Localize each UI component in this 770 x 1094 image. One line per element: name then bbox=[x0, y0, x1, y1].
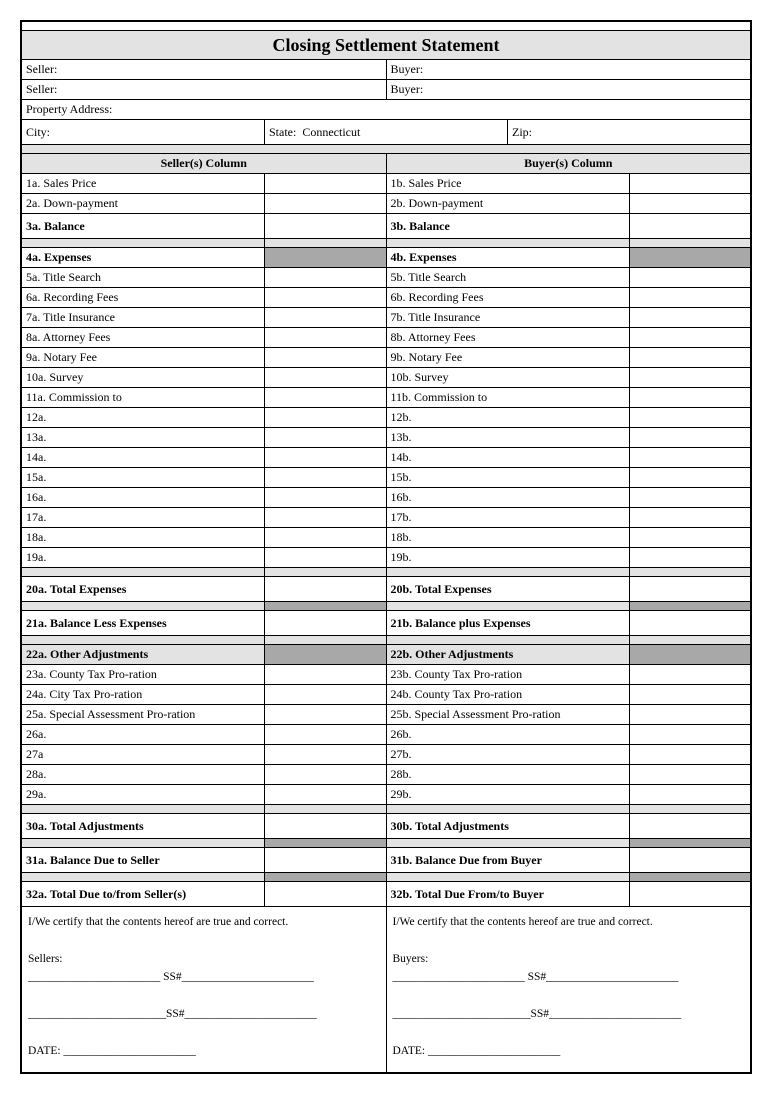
r32b: 32b. Total Due From/to Buyer bbox=[386, 882, 629, 907]
buyer1-label: Buyer: bbox=[386, 60, 751, 80]
closing-statement-form: Closing Settlement Statement Seller: Buy… bbox=[20, 20, 752, 1074]
r5a: 5a. Title Search bbox=[22, 268, 265, 288]
r23a: 23a. County Tax Pro-ration bbox=[22, 665, 265, 685]
r18a: 18a. bbox=[22, 528, 265, 548]
r17b: 17b. bbox=[386, 508, 629, 528]
r13a: 13a. bbox=[22, 428, 265, 448]
buyer2-label: Buyer: bbox=[386, 80, 751, 100]
r25b: 25b. Special Assessment Pro-ration bbox=[386, 705, 629, 725]
seller-certify: I/We certify that the contents hereof ar… bbox=[22, 907, 387, 1073]
r11b: 11b. Commission to bbox=[386, 388, 629, 408]
r10b: 10b. Survey bbox=[386, 368, 629, 388]
r2a: 2a. Down-payment bbox=[22, 194, 265, 214]
r8a: 8a. Attorney Fees bbox=[22, 328, 265, 348]
r19a: 19a. bbox=[22, 548, 265, 568]
buyer-certify: I/We certify that the contents hereof ar… bbox=[386, 907, 751, 1073]
r6b: 6b. Recording Fees bbox=[386, 288, 629, 308]
r21b: 21b. Balance plus Expenses bbox=[386, 611, 629, 636]
r9b: 9b. Notary Fee bbox=[386, 348, 629, 368]
r20b: 20b. Total Expenses bbox=[386, 577, 629, 602]
r32a: 32a. Total Due to/from Seller(s) bbox=[22, 882, 265, 907]
r26a: 26a. bbox=[22, 725, 265, 745]
r12a: 12a. bbox=[22, 408, 265, 428]
r20a: 20a. Total Expenses bbox=[22, 577, 265, 602]
form-title: Closing Settlement Statement bbox=[22, 31, 751, 60]
city-label: City: bbox=[22, 120, 265, 145]
r24b: 24b. County Tax Pro-ration bbox=[386, 685, 629, 705]
r3b: 3b. Balance bbox=[386, 214, 629, 239]
r31a: 31a. Balance Due to Seller bbox=[22, 848, 265, 873]
r1b: 1b. Sales Price bbox=[386, 174, 629, 194]
r14a: 14a. bbox=[22, 448, 265, 468]
zip-label: Zip: bbox=[508, 120, 751, 145]
r25a: 25a. Special Assessment Pro-ration bbox=[22, 705, 265, 725]
r19b: 19b. bbox=[386, 548, 629, 568]
r11a: 11a. Commission to bbox=[22, 388, 265, 408]
r16b: 16b. bbox=[386, 488, 629, 508]
r7a: 7a. Title Insurance bbox=[22, 308, 265, 328]
state-cell: State: Connecticut bbox=[265, 120, 508, 145]
r16a: 16a. bbox=[22, 488, 265, 508]
r15a: 15a. bbox=[22, 468, 265, 488]
seller-col-header: Seller(s) Column bbox=[22, 154, 387, 174]
r24a: 24a. City Tax Pro-ration bbox=[22, 685, 265, 705]
r15b: 15b. bbox=[386, 468, 629, 488]
r28b: 28b. bbox=[386, 765, 629, 785]
r4b: 4b. Expenses bbox=[386, 248, 629, 268]
r14b: 14b. bbox=[386, 448, 629, 468]
seller1-label: Seller: bbox=[22, 60, 387, 80]
r7b: 7b. Title Insurance bbox=[386, 308, 629, 328]
buyer-col-header: Buyer(s) Column bbox=[386, 154, 751, 174]
r17a: 17a. bbox=[22, 508, 265, 528]
r22a: 22a. Other Adjustments bbox=[22, 645, 265, 665]
r9a: 9a. Notary Fee bbox=[22, 348, 265, 368]
r28a: 28a. bbox=[22, 765, 265, 785]
r26b: 26b. bbox=[386, 725, 629, 745]
r27b: 27b. bbox=[386, 745, 629, 765]
r13b: 13b. bbox=[386, 428, 629, 448]
r27a: 27a bbox=[22, 745, 265, 765]
r30b: 30b. Total Adjustments bbox=[386, 814, 629, 839]
r29b: 29b. bbox=[386, 785, 629, 805]
r1a: 1a. Sales Price bbox=[22, 174, 265, 194]
r8b: 8b. Attorney Fees bbox=[386, 328, 629, 348]
r18b: 18b. bbox=[386, 528, 629, 548]
r22b: 22b. Other Adjustments bbox=[386, 645, 629, 665]
r10a: 10a. Survey bbox=[22, 368, 265, 388]
r21a: 21a. Balance Less Expenses bbox=[22, 611, 265, 636]
property-label: Property Address: bbox=[22, 100, 751, 120]
r3a: 3a. Balance bbox=[22, 214, 265, 239]
r12b: 12b. bbox=[386, 408, 629, 428]
r2b: 2b. Down-payment bbox=[386, 194, 629, 214]
r4a: 4a. Expenses bbox=[22, 248, 265, 268]
r30a: 30a. Total Adjustments bbox=[22, 814, 265, 839]
r29a: 29a. bbox=[22, 785, 265, 805]
r5b: 5b. Title Search bbox=[386, 268, 629, 288]
r23b: 23b. County Tax Pro-ration bbox=[386, 665, 629, 685]
r6a: 6a. Recording Fees bbox=[22, 288, 265, 308]
seller2-label: Seller: bbox=[22, 80, 387, 100]
r31b: 31b. Balance Due from Buyer bbox=[386, 848, 629, 873]
